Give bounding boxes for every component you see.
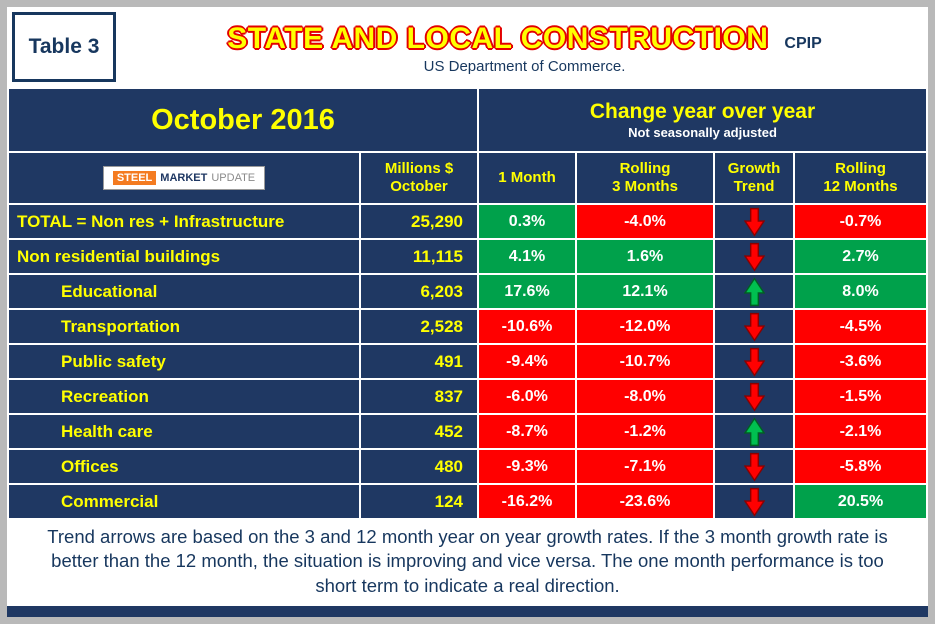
trend-arrow-icon [743, 207, 765, 237]
trend-arrow-icon [743, 452, 765, 482]
one-month-value: -8.7% [479, 415, 575, 448]
millions-value: 452 [361, 415, 477, 448]
logo-steel-text: STEEL [112, 171, 157, 185]
footer-note: Trend arrows are based on the 3 and 12 m… [47, 526, 888, 596]
row-label-transportation: Transportation [9, 310, 359, 343]
one-month-value: -9.3% [479, 450, 575, 483]
logo-update-text: UPDATE [211, 172, 256, 184]
cpip-label: CPIP [784, 34, 822, 52]
millions-value: 480 [361, 450, 477, 483]
rolling-12-value: 20.5% [795, 485, 926, 518]
trend-arrow-icon [743, 312, 765, 342]
millions-value: 25,290 [361, 205, 477, 238]
rolling-12-value: -2.1% [795, 415, 926, 448]
one-month-value: -10.6% [479, 310, 575, 343]
title-area: STATE AND LOCAL CONSTRUCTION CPIP US Dep… [121, 7, 928, 87]
table-number-text: Table 3 [28, 35, 100, 58]
row-label-public-safety: Public safety [9, 345, 359, 378]
rolling-12-value: -3.6% [795, 345, 926, 378]
growth-trend-cell [715, 205, 793, 238]
trend-arrow-icon [743, 347, 765, 377]
column-header-rolling-3-months: Rolling 3 Months [577, 153, 713, 203]
millions-value: 491 [361, 345, 477, 378]
rolling-12-value: -1.5% [795, 380, 926, 413]
subtitle: US Department of Commerce. [423, 57, 626, 75]
rolling-3-value: -10.7% [577, 345, 713, 378]
one-month-value: -9.4% [479, 345, 575, 378]
one-month-value: 4.1% [479, 240, 575, 273]
trend-arrow-icon [743, 416, 765, 447]
top-header-band: Table 3 STATE AND LOCAL CONSTRUCTION CPI… [7, 7, 928, 87]
millions-value: 2,528 [361, 310, 477, 343]
row-label-educational: Educational [9, 275, 359, 308]
millions-value: 837 [361, 380, 477, 413]
steel-market-update-logo: STEEL MARKET UPDATE [102, 166, 266, 190]
rolling-12-value: 2.7% [795, 240, 926, 273]
footer-note-band: Trend arrows are based on the 3 and 12 m… [7, 520, 928, 607]
growth-trend-cell [715, 450, 793, 483]
trend-arrow-icon [743, 276, 765, 307]
column-header-millions: Millions $ October [361, 153, 477, 203]
rolling-3-value: -4.0% [577, 205, 713, 238]
growth-trend-cell [715, 415, 793, 448]
rolling-3-value: 1.6% [577, 240, 713, 273]
row-label-health-care: Health care [9, 415, 359, 448]
trend-arrow-icon [743, 382, 765, 412]
column-header-growth-trend: Growth Trend [715, 153, 793, 203]
column-header-1-month: 1 Month [479, 153, 575, 203]
table-number-label: Table 3 [12, 12, 116, 82]
rolling-3-value: -23.6% [577, 485, 713, 518]
logo-cell: STEEL MARKET UPDATE [9, 153, 359, 203]
title-line: STATE AND LOCAL CONSTRUCTION CPIP [227, 22, 822, 56]
millions-value: 6,203 [361, 275, 477, 308]
one-month-value: -16.2% [479, 485, 575, 518]
one-month-value: -6.0% [479, 380, 575, 413]
rolling-3-value: 12.1% [577, 275, 713, 308]
growth-trend-cell [715, 310, 793, 343]
growth-trend-cell [715, 380, 793, 413]
row-label-non-residential: Non residential buildings [9, 240, 359, 273]
row-label-total: TOTAL = Non res + Infrastructure [9, 205, 359, 238]
rolling-12-value: -4.5% [795, 310, 926, 343]
data-table: October 2016 Change year over year Not s… [7, 87, 928, 520]
not-seasonally-adjusted-label: Not seasonally adjusted [628, 125, 777, 140]
growth-trend-cell [715, 485, 793, 518]
growth-trend-cell [715, 275, 793, 308]
rolling-12-value: 8.0% [795, 275, 926, 308]
page-title: STATE AND LOCAL CONSTRUCTION [227, 21, 769, 55]
change-header-cell: Change year over year Not seasonally adj… [479, 89, 926, 151]
growth-trend-cell [715, 345, 793, 378]
row-label-commercial: Commercial [9, 485, 359, 518]
column-header-rolling-12-months: Rolling 12 Months [795, 153, 926, 203]
month-title: October 2016 [9, 89, 477, 151]
row-label-recreation: Recreation [9, 380, 359, 413]
logo-market-text: MARKET [160, 172, 208, 184]
rolling-12-value: -5.8% [795, 450, 926, 483]
row-label-offices: Offices [9, 450, 359, 483]
millions-value: 124 [361, 485, 477, 518]
rolling-3-value: -12.0% [577, 310, 713, 343]
rolling-3-value: -7.1% [577, 450, 713, 483]
one-month-value: 17.6% [479, 275, 575, 308]
millions-value: 11,115 [361, 240, 477, 273]
rolling-12-value: -0.7% [795, 205, 926, 238]
change-title: Change year over year [589, 100, 816, 123]
trend-arrow-icon [743, 487, 765, 517]
trend-arrow-icon [743, 242, 765, 272]
growth-trend-cell [715, 240, 793, 273]
rolling-3-value: -1.2% [577, 415, 713, 448]
one-month-value: 0.3% [479, 205, 575, 238]
rolling-3-value: -8.0% [577, 380, 713, 413]
